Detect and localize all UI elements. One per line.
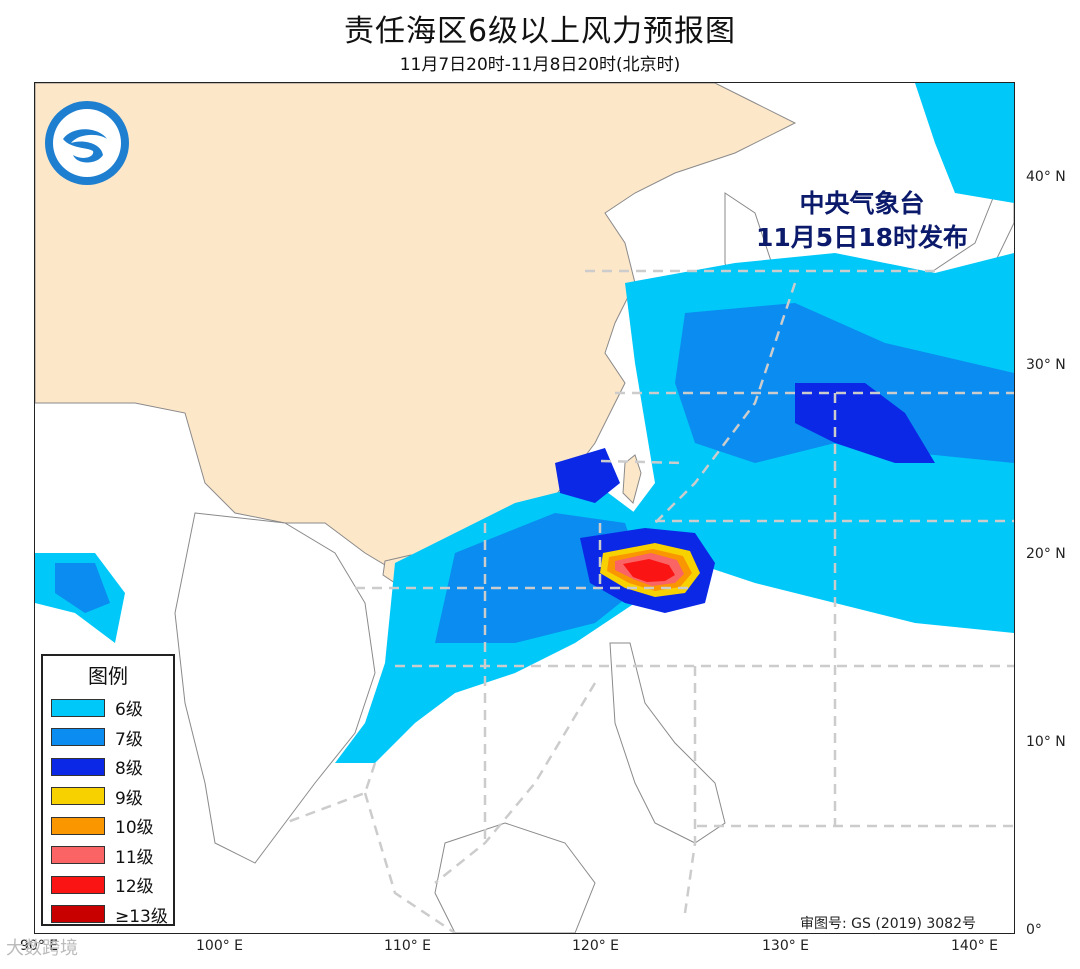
legend-swatch: [51, 787, 105, 806]
legend-swatch: [51, 757, 105, 776]
lat-label-40: 40° N: [1026, 169, 1066, 185]
zone-boundaries: [284, 269, 1014, 933]
lat-label-20: 20° N: [1026, 546, 1066, 562]
legend-item: 12级: [43, 870, 173, 900]
map-frame: 中央气象台 11月5日18时发布: [34, 82, 1015, 934]
lon-label-140: 140° E: [951, 938, 999, 954]
legend-item: 11级: [43, 841, 173, 871]
legend-label: 8级: [115, 759, 143, 780]
map-subtitle: 11月7日20时-11月8日20时(北京时): [399, 55, 681, 75]
borneo-land: [434, 822, 596, 933]
publisher-block: 中央气象台 11月5日18时发布: [756, 187, 968, 255]
legend-label: 7级: [115, 729, 143, 750]
legend-label: 6级: [115, 700, 143, 721]
lon-label-110: 110° E: [384, 938, 432, 954]
philippines-land: [609, 642, 726, 844]
legend-item: 7级: [43, 723, 173, 753]
indochina-land: [174, 512, 376, 864]
lat-label-0: 0°: [1026, 922, 1042, 938]
legend-label: 9级: [115, 788, 143, 809]
lon-label-120: 120° E: [572, 938, 620, 954]
legend-label: 12级: [115, 877, 154, 898]
publisher-name: 中央气象台: [799, 189, 925, 218]
legend-item: 9级: [43, 782, 173, 812]
legend-label: ≥13级: [115, 906, 168, 927]
legend-item: 10级: [43, 811, 173, 841]
legend-label: 11级: [115, 847, 154, 868]
legend-title: 图例: [88, 664, 128, 688]
lon-label-100: 100° E: [196, 938, 244, 954]
legend-item: 6级: [43, 693, 173, 723]
lat-label-10: 10° N: [1026, 734, 1066, 750]
legend-label: 10级: [115, 818, 154, 839]
legend-swatch: [51, 816, 105, 835]
legend: 图例 6级 7级 8级 9级 10级 11级 12级 ≥13级: [41, 654, 175, 927]
approval-number: 审图号: GS (2019) 3082号: [798, 913, 978, 933]
legend-item: 8级: [43, 752, 173, 782]
legend-swatch: [51, 846, 105, 865]
lon-label-130: 130° E: [762, 938, 810, 954]
lat-label-30: 30° N: [1026, 357, 1066, 373]
legend-swatch: [51, 875, 105, 894]
legend-swatch: [51, 728, 105, 747]
typhoon-core: [600, 543, 700, 597]
legend-swatch: [51, 698, 105, 717]
watermark: 大数跨境: [6, 938, 78, 959]
legend-item: ≥13级: [43, 900, 173, 930]
legend-swatch: [51, 905, 105, 924]
lon-label-90: 90° E: [20, 938, 59, 954]
taiwan-land: [622, 454, 642, 504]
publish-time: 11月5日18时发布: [756, 223, 968, 252]
cma-logo-icon: [45, 101, 129, 185]
map-canvas: [35, 83, 1014, 933]
map-title: 责任海区6级以上风力预报图: [343, 14, 737, 49]
